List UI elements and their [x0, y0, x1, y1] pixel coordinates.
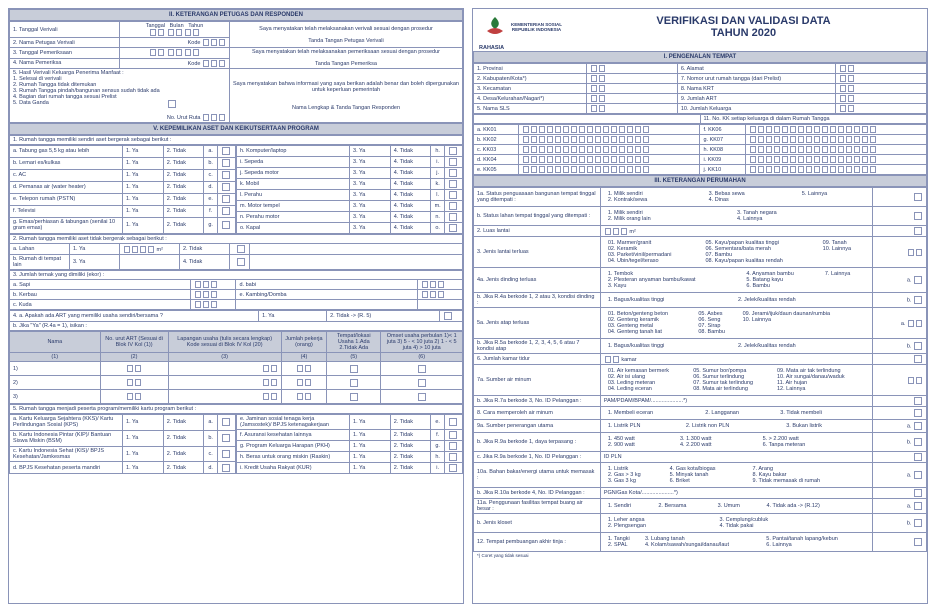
- sec2-r1: 1. Tanggal Verivali: [10, 22, 120, 38]
- sec5-q1-label: 1. Rumah tangga memiliki sendiri aset be…: [10, 136, 463, 145]
- right-header: KEMENTERIAN SOSIAL REPUBLIK INDONESIA VE…: [473, 9, 927, 45]
- sec5-q1: 1. Rumah tangga memiliki sendiri aset be…: [9, 135, 463, 145]
- sec5-q5-left: a. Kartu Keluarga Sejahtera (KKS)/ Kartu…: [9, 414, 236, 474]
- sec5-q3: 3. Jumlah ternak yang dimiliki (ekor) : …: [9, 270, 463, 310]
- sec3-header: III. KETERANGAN PERUMAHAN: [473, 175, 927, 187]
- sec5-q5-right: e. Jaminan sosial tenaga kerja (Jamsoste…: [236, 414, 463, 474]
- sec5-q2: 2. Rumah tangga memiliki aset tidak berg…: [9, 234, 463, 270]
- right-page: KEMENTERIAN SOSIAL REPUBLIK INDONESIA VE…: [472, 8, 928, 604]
- sec1-kk-header: 11. No. KK setiap keluarga di dalam Ruma…: [473, 114, 927, 124]
- sec2-r5: 5. Hasil Verivali Keluarga Penerima Manf…: [10, 69, 230, 123]
- sec2-r1-date: Tanggal Bulan Tahun: [120, 22, 230, 38]
- sec2-r4: 4. Nama Pemeriksa: [10, 58, 120, 69]
- sec1-table: 1. Provinsi6. Alamat2. Kabupaten/Kota*)7…: [473, 63, 927, 114]
- ministry-logo: KEMENTERIAN SOSIAL REPUBLIK INDONESIA: [479, 11, 566, 43]
- sec5-q4: 4. a. Apakah ada ART yang memiliki usaha…: [9, 310, 463, 331]
- logo-icon: [483, 15, 507, 39]
- sec1-kk-table: a. KK01f. KK06b. KK02g. KK07c. KK03h. KK…: [473, 124, 927, 175]
- sec5-assets-left: a. Tabung gas 5,5 kg atau lebih1. Ya2. T…: [9, 145, 236, 234]
- sec2-r2-kode: Kode: [120, 38, 230, 48]
- sec5-q5: 5. Rumah tangga menjadi peserta program/…: [9, 404, 463, 414]
- sec2-r3-date: [120, 48, 230, 59]
- sec2-table: 1. Tanggal Verivali Tanggal Bulan Tahun …: [9, 21, 463, 123]
- sec3-table: 1a. Status penguasaan bangunan tempat ti…: [473, 187, 927, 552]
- left-page: II. KETERANGAN PETUGAS DAN RESPONDEN 1. …: [8, 8, 464, 604]
- sec2-header: II. KETERANGAN PETUGAS DAN RESPONDEN: [9, 9, 463, 21]
- sec1-header: I. PENGENALAN TEMPAT: [473, 51, 927, 63]
- logo-text: KEMENTERIAN SOSIAL REPUBLIK INDONESIA: [511, 22, 562, 32]
- sec5-q5-grid: a. Kartu Keluarga Sejahtera (KKS)/ Kartu…: [9, 414, 463, 474]
- footnote: *) Coret yang tidak sesuai: [473, 552, 927, 559]
- sec2-r1-decl: Saya menyatakan telah melaksanakan veriv…: [230, 22, 463, 48]
- sec5-q4-table: Nama No. urut ART (Sesuai di Blok IV Kol…: [9, 331, 463, 404]
- sec2-r5-decl: Saya menyatakan bahwa informasi yang say…: [230, 69, 463, 123]
- sec2-r3-decl: Saya menyatakan telah melaksanakan pemer…: [230, 48, 463, 69]
- sec5-header: V. KEPEMILIKAN ASET DAN KEIKUTSERTAAN PR…: [9, 123, 463, 135]
- sec2-r3: 3. Tanggal Pemeriksaan: [10, 48, 120, 59]
- title-block: VERIFIKASI DAN VALIDASI DATA TAHUN 2020: [566, 15, 921, 39]
- sec5-assets: a. Tabung gas 5,5 kg atau lebih1. Ya2. T…: [9, 145, 463, 234]
- sec5-assets-right: h. Komputer/laptop3. Ya4. Tidakh.i. Sepe…: [236, 145, 463, 234]
- sec2-r4-kode: Kode: [120, 58, 230, 69]
- sec2-r2: 2. Nama Petugas Verivali: [10, 38, 120, 48]
